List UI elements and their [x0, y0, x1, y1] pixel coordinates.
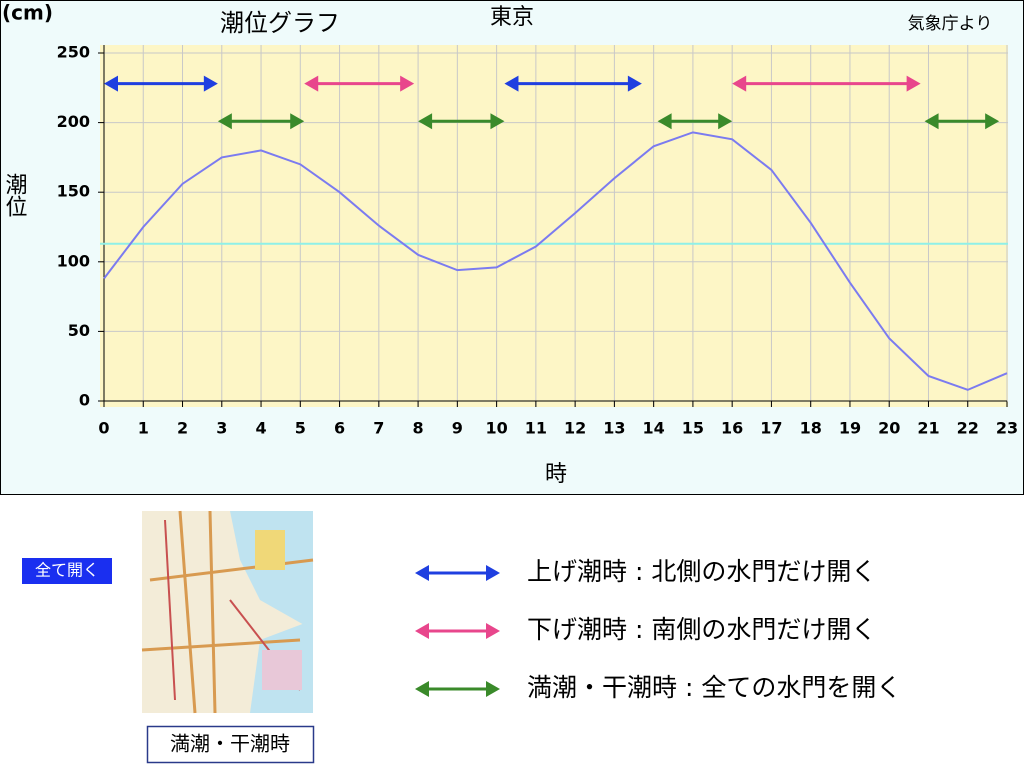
legend-label: 下げ潮時 : 南側の水門だけ開く — [527, 615, 876, 644]
arrow-head — [217, 113, 232, 130]
arrow-head — [418, 113, 433, 130]
double-arrow — [415, 565, 500, 581]
x-tick-label: 2 — [177, 419, 188, 438]
x-tick-label: 5 — [295, 419, 306, 438]
chart-title: 潮位グラフ — [220, 9, 340, 37]
double-arrow — [418, 113, 505, 130]
x-tick-label: 13 — [603, 419, 625, 438]
arrow-head — [490, 113, 505, 130]
tide-line — [103, 131, 1008, 391]
legend-label: 上げ潮時 : 北側の水門だけ開く — [527, 557, 876, 586]
x-tick-label: 20 — [878, 419, 900, 438]
arrow-head — [504, 75, 519, 92]
x-tick-label: 11 — [525, 419, 547, 438]
x-tick-label: 18 — [800, 419, 822, 438]
arrow-head — [415, 565, 429, 581]
arrow-head — [304, 75, 319, 92]
button-label[interactable]: 全て開く — [35, 561, 99, 580]
x-tick-label: 3 — [216, 419, 227, 438]
x-tick-label: 12 — [564, 419, 586, 438]
y-tick-label: 250 — [57, 43, 90, 62]
y-tick-label: 150 — [57, 182, 90, 201]
x-tick-label: 0 — [98, 419, 109, 438]
arrow-head — [718, 113, 733, 130]
double-arrow — [924, 113, 1000, 130]
arrow-head — [415, 681, 429, 697]
y-tick-label: 200 — [57, 112, 90, 131]
arrow-head — [732, 75, 747, 92]
map-image — [141, 510, 314, 714]
x-tick-label: 6 — [334, 419, 345, 438]
double-arrow — [415, 681, 500, 697]
y-tick-label: 0 — [79, 391, 90, 410]
double-arrow — [657, 113, 733, 130]
x-tick-label: 9 — [452, 419, 463, 438]
double-arrow — [304, 75, 415, 92]
x-tick-label: 14 — [643, 419, 665, 438]
arrow-head — [203, 75, 218, 92]
double-arrow — [732, 75, 921, 92]
double-arrow — [415, 623, 500, 639]
arrow-head — [415, 623, 429, 639]
legend-label: 満潮・干潮時 : 全ての水門を開く — [527, 673, 901, 702]
arrow-head — [486, 623, 500, 639]
arrow-head — [400, 75, 415, 92]
y-axis-label: 潮位 — [2, 173, 28, 217]
x-tick-label: 21 — [917, 419, 939, 438]
y-tick-label: 100 — [57, 251, 90, 270]
arrow-head — [657, 113, 672, 130]
x-tick-label: 8 — [413, 419, 424, 438]
x-tick-label: 23 — [996, 419, 1018, 438]
x-tick-label: 10 — [485, 419, 507, 438]
arrow-head — [627, 75, 642, 92]
x-tick-label: 15 — [682, 419, 704, 438]
arrow-head — [486, 565, 500, 581]
arrow-head — [924, 113, 939, 130]
double-arrow — [104, 75, 218, 92]
double-arrow — [217, 113, 305, 130]
source: 気象庁より — [908, 14, 993, 34]
arrow-head — [290, 113, 305, 130]
x-tick-label: 4 — [255, 419, 266, 438]
map-caption-box — [146, 725, 315, 764]
arrow-head — [104, 75, 118, 92]
x-tick-label: 22 — [957, 419, 979, 438]
x-tick-label: 7 — [373, 419, 384, 438]
map-caption: 満潮・干潮時 — [170, 732, 290, 756]
double-arrow — [504, 75, 642, 92]
x-axis-label: 時 — [545, 462, 567, 487]
y-tick-label: 50 — [68, 321, 90, 340]
x-tick-label: 19 — [839, 419, 861, 438]
arrow-head — [906, 75, 921, 92]
x-tick-label: 17 — [760, 419, 782, 438]
arrow-head — [985, 113, 1000, 130]
y-unit: (cm) — [2, 1, 53, 25]
plot-area — [100, 45, 1008, 407]
open-all-button[interactable] — [22, 558, 112, 584]
arrow-head — [486, 681, 500, 697]
x-tick-label: 1 — [138, 419, 149, 438]
chart-subtitle: 東京 — [490, 5, 534, 30]
x-tick-label: 16 — [721, 419, 743, 438]
